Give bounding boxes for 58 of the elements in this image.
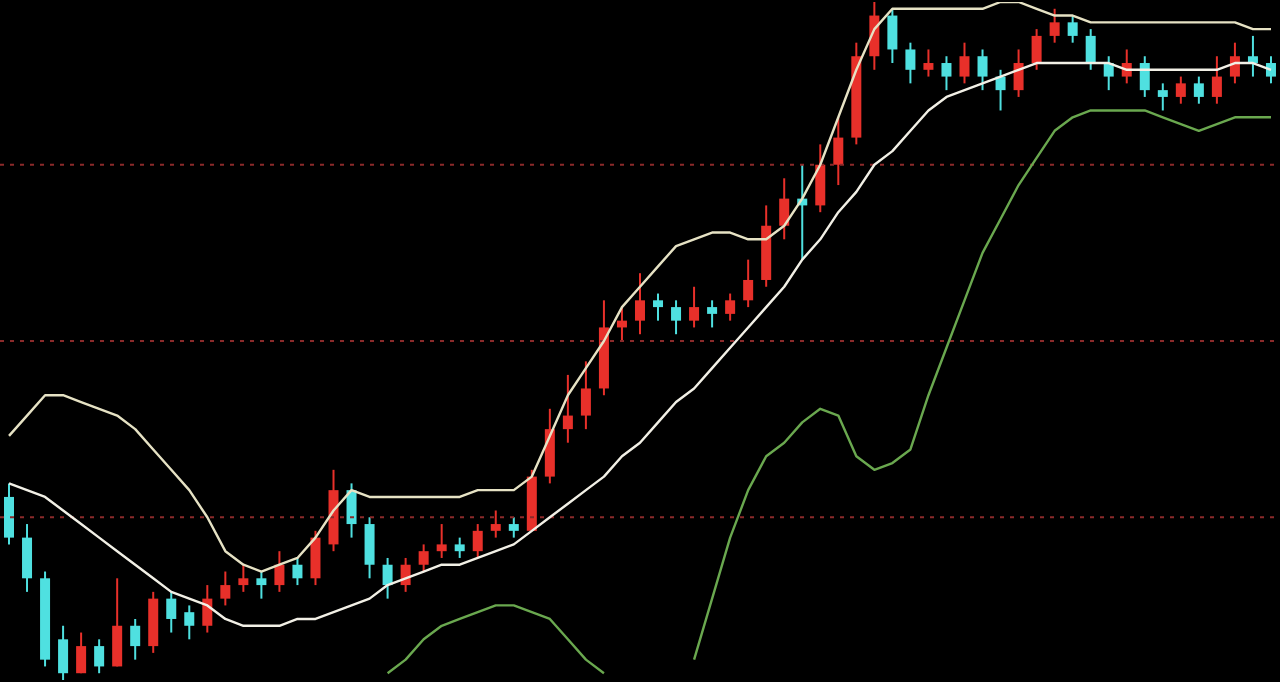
candlestick (1247, 34, 1258, 78)
candlestick (112, 577, 123, 668)
candlestick (418, 543, 429, 573)
candlestick (364, 516, 375, 580)
candlestick (1193, 75, 1204, 105)
candlestick (508, 516, 519, 539)
candlestick (941, 55, 952, 92)
candlestick (653, 292, 664, 322)
candlestick (544, 407, 555, 485)
candlestick (923, 48, 934, 78)
candlestick (22, 523, 33, 593)
candlestick (220, 570, 231, 607)
candlestick (382, 556, 393, 600)
candlestick (1229, 41, 1240, 85)
candlestick (184, 604, 195, 641)
candlestick (490, 509, 501, 539)
candlestick (346, 482, 357, 539)
candlestick (1211, 55, 1222, 105)
candlestick (833, 116, 844, 187)
candlestick (1175, 75, 1186, 105)
candlestick (1049, 7, 1060, 44)
candlestick (743, 258, 754, 309)
candlestick (977, 48, 988, 92)
candlestick (58, 624, 69, 680)
candlestick (887, 7, 898, 65)
candlestick (148, 590, 159, 654)
candlestick (959, 41, 970, 85)
candlestick (1013, 48, 1024, 98)
candlestick (256, 570, 267, 600)
candlestick (1067, 14, 1078, 44)
candlestick (94, 638, 105, 675)
candlestick (1157, 82, 1168, 112)
candlestick (166, 590, 177, 634)
candlestick (472, 523, 483, 559)
candlestick (905, 41, 916, 85)
candlestick (725, 292, 736, 322)
candlestick (779, 177, 790, 241)
candlestick (634, 272, 645, 336)
candlestick (4, 482, 14, 546)
candlestick (238, 563, 249, 593)
candlestick (707, 299, 718, 329)
candlestick (671, 299, 682, 336)
candlestick (130, 617, 141, 661)
candlestick (1265, 55, 1276, 85)
candlestick (1139, 55, 1150, 98)
candlestick (436, 523, 447, 559)
candlestick (454, 536, 465, 559)
candlestick (292, 556, 303, 587)
candlestick (1031, 28, 1042, 71)
candlestick (1085, 28, 1096, 71)
candlestick (689, 285, 700, 329)
candlestick (562, 373, 573, 444)
candlestick (580, 360, 591, 431)
candlestick (274, 550, 285, 593)
candlestick (310, 529, 321, 587)
candlestick (815, 143, 826, 214)
candlestick (1103, 55, 1114, 92)
candlestick (76, 631, 87, 675)
